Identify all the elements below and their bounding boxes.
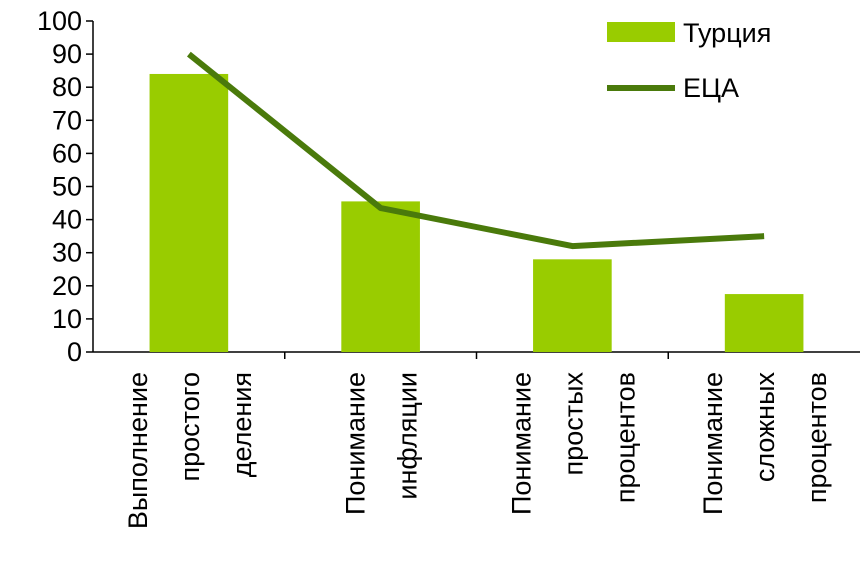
bar [724, 294, 804, 352]
category-label: простых [558, 372, 588, 476]
category-label: Понимание [698, 372, 728, 515]
line-series [186, 51, 765, 250]
legend: Турция ЕЦА [607, 18, 771, 103]
y-tick-label: 80 [52, 72, 82, 102]
category-label: Выполнение [123, 372, 153, 529]
y-tick-label: 60 [52, 138, 82, 168]
category-label: Понимание [341, 372, 371, 515]
category-label: Понимание [506, 372, 536, 515]
y-tick-label: 0 [67, 337, 82, 367]
eca-line [186, 51, 765, 250]
bar [149, 73, 229, 353]
y-tick-label: 30 [52, 238, 82, 268]
category-label: процентов [802, 372, 832, 503]
category-label: простого [175, 372, 205, 482]
bar [533, 259, 612, 352]
y-tick-label: 10 [52, 304, 82, 334]
legend-label-turkey: Турция [683, 18, 771, 48]
category-label: деления [227, 372, 257, 477]
y-tick-label: 90 [52, 39, 82, 69]
y-tick-label: 20 [52, 271, 82, 301]
category-label: сложных [750, 372, 780, 483]
category-label: процентов [610, 372, 640, 503]
category-label: инфляции [393, 372, 423, 500]
bar [341, 201, 420, 352]
y-tick-label: 50 [52, 172, 82, 202]
category-labels: Выполнение простого деления Понимание инфляц… [123, 372, 832, 530]
bar-series [149, 73, 804, 353]
legend-label-eca: ЕЦА [683, 73, 739, 103]
y-tick-label: 100 [37, 6, 82, 36]
y-tick-label: 40 [52, 205, 82, 235]
y-tick-label: 70 [52, 105, 82, 135]
legend-swatch-bar [607, 22, 675, 42]
